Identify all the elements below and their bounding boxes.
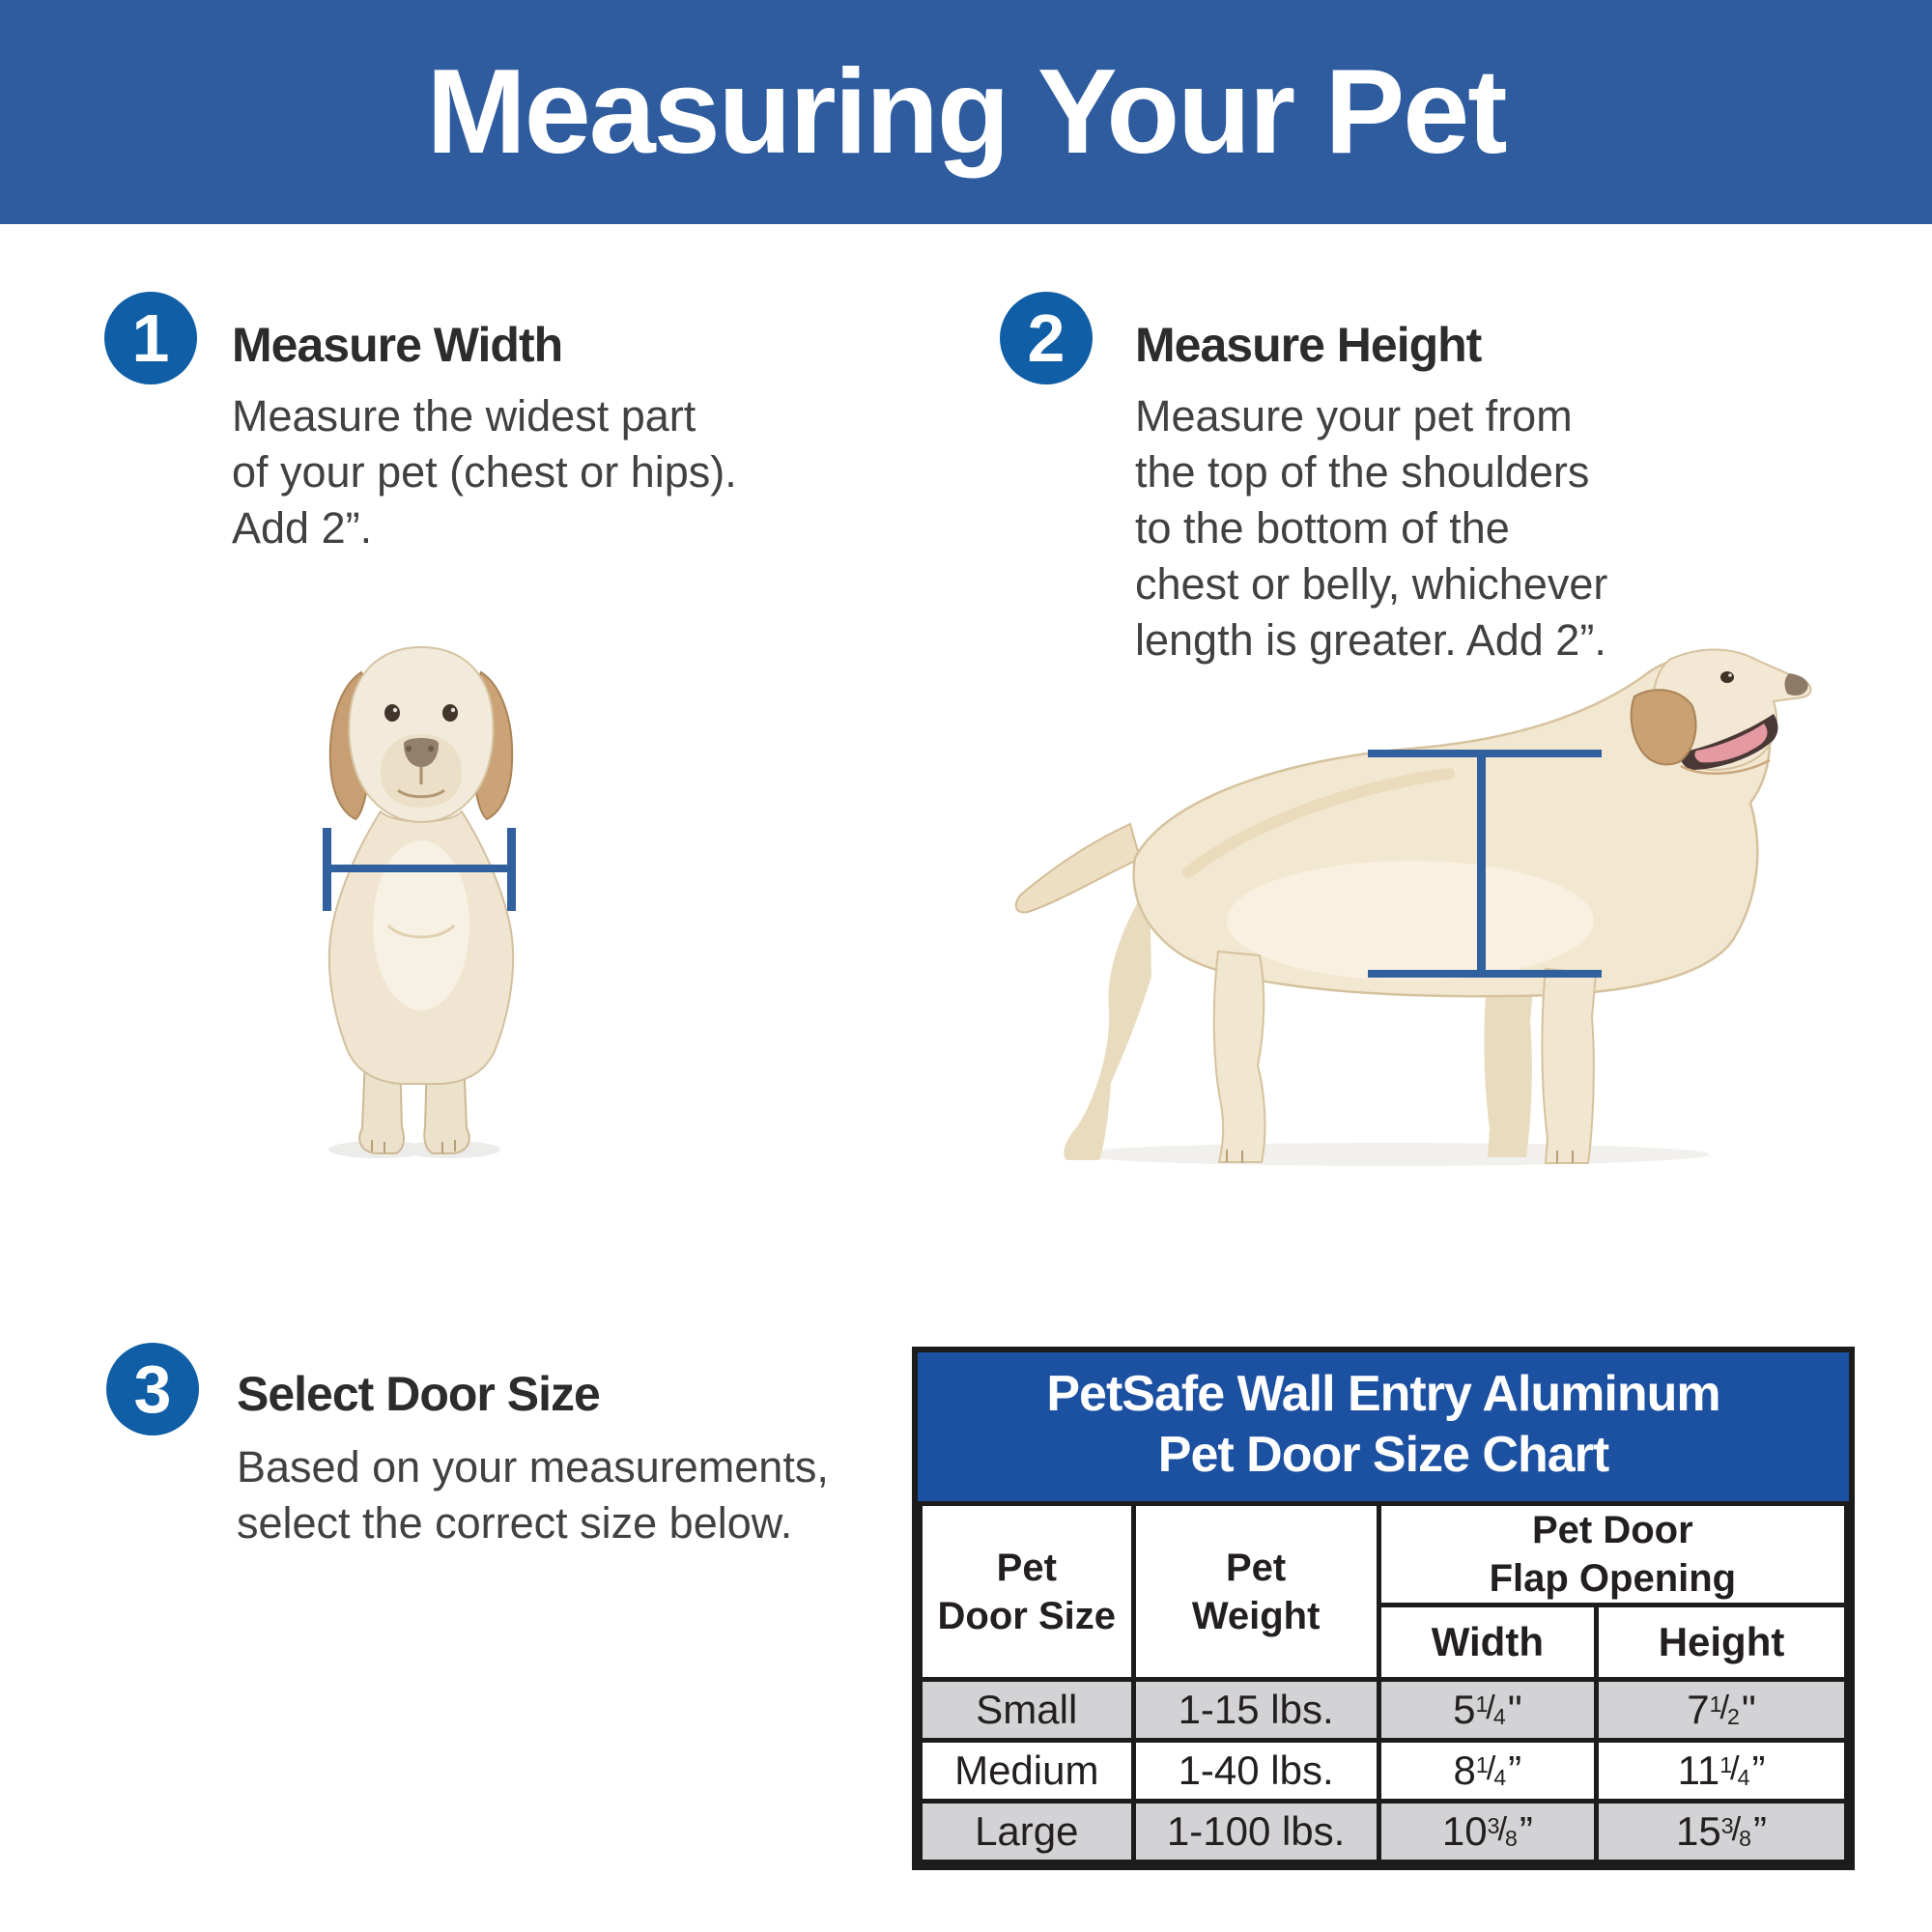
size-chart-title: PetSafe Wall Entry Aluminum Pet Door Siz… xyxy=(918,1352,1849,1501)
page-title: Measuring Your Pet xyxy=(426,45,1508,179)
cell-flap-width: 51/4" xyxy=(1376,1677,1600,1743)
page-header: Measuring Your Pet xyxy=(0,0,1932,224)
cell-flap-height: 111/4” xyxy=(1594,1738,1849,1804)
column-header-flap-opening: Pet Door Flap Opening xyxy=(1376,1501,1850,1607)
step-2-title: Measure Height xyxy=(1135,318,1482,372)
height-measure-line xyxy=(1368,750,1602,978)
cell-size: Medium xyxy=(918,1738,1136,1804)
cell-size: Small xyxy=(918,1677,1136,1743)
cell-weight: 1-100 lbs. xyxy=(1130,1799,1381,1864)
cell-size: Large xyxy=(918,1799,1136,1864)
table-row-small: Small 1-15 lbs. 51/4" 71/2" xyxy=(918,1677,1849,1743)
size-chart-table: Pet Door Size Pet Weight Pet Door Flap O… xyxy=(918,1501,1850,1864)
column-header-height: Height xyxy=(1594,1603,1849,1682)
step-3-number: 3 xyxy=(133,1351,172,1427)
step-1-badge: 1 xyxy=(104,292,197,384)
height-measure-bar xyxy=(1477,750,1486,978)
cell-flap-height: 71/2" xyxy=(1594,1677,1849,1743)
width-measure-right-cap xyxy=(507,828,516,911)
height-measure-bottom-cap xyxy=(1368,970,1602,978)
column-header-width: Width xyxy=(1376,1603,1600,1682)
table-row-large: Large 1-100 lbs. 103/8” 153/8” xyxy=(918,1799,1849,1864)
side-view-dog-image xyxy=(1014,648,1812,1166)
step-3-description: Based on your measurements, select the c… xyxy=(237,1442,829,1548)
width-measure-bar xyxy=(323,865,516,872)
step-3-title: Select Door Size xyxy=(237,1367,601,1421)
step-1-number: 1 xyxy=(131,300,170,376)
cell-weight: 1-15 lbs. xyxy=(1130,1677,1381,1743)
size-chart: PetSafe Wall Entry Aluminum Pet Door Siz… xyxy=(912,1347,1855,1870)
width-measure-left-cap xyxy=(323,828,331,911)
width-measure-line xyxy=(323,828,516,911)
cell-flap-height: 153/8” xyxy=(1594,1799,1849,1864)
step-3-badge: 3 xyxy=(106,1343,199,1435)
cell-flap-width: 81/4” xyxy=(1376,1738,1600,1804)
table-row-medium: Medium 1-40 lbs. 81/4” 111/4” xyxy=(918,1738,1849,1804)
column-header-pet-door-size: Pet Door Size xyxy=(918,1501,1136,1682)
front-view-dog-image xyxy=(327,645,515,1158)
step-1-title: Measure Width xyxy=(232,318,563,372)
cell-flap-width: 103/8” xyxy=(1376,1799,1600,1864)
step-1-description: Measure the widest part of your pet (che… xyxy=(232,391,737,553)
column-header-pet-weight: Pet Weight xyxy=(1130,1501,1381,1682)
step-2-number: 2 xyxy=(1027,300,1065,376)
step-2-description: Measure your pet from the top of the sho… xyxy=(1135,391,1608,665)
step-2-badge: 2 xyxy=(1000,292,1093,384)
cell-weight: 1-40 lbs. xyxy=(1130,1738,1381,1804)
